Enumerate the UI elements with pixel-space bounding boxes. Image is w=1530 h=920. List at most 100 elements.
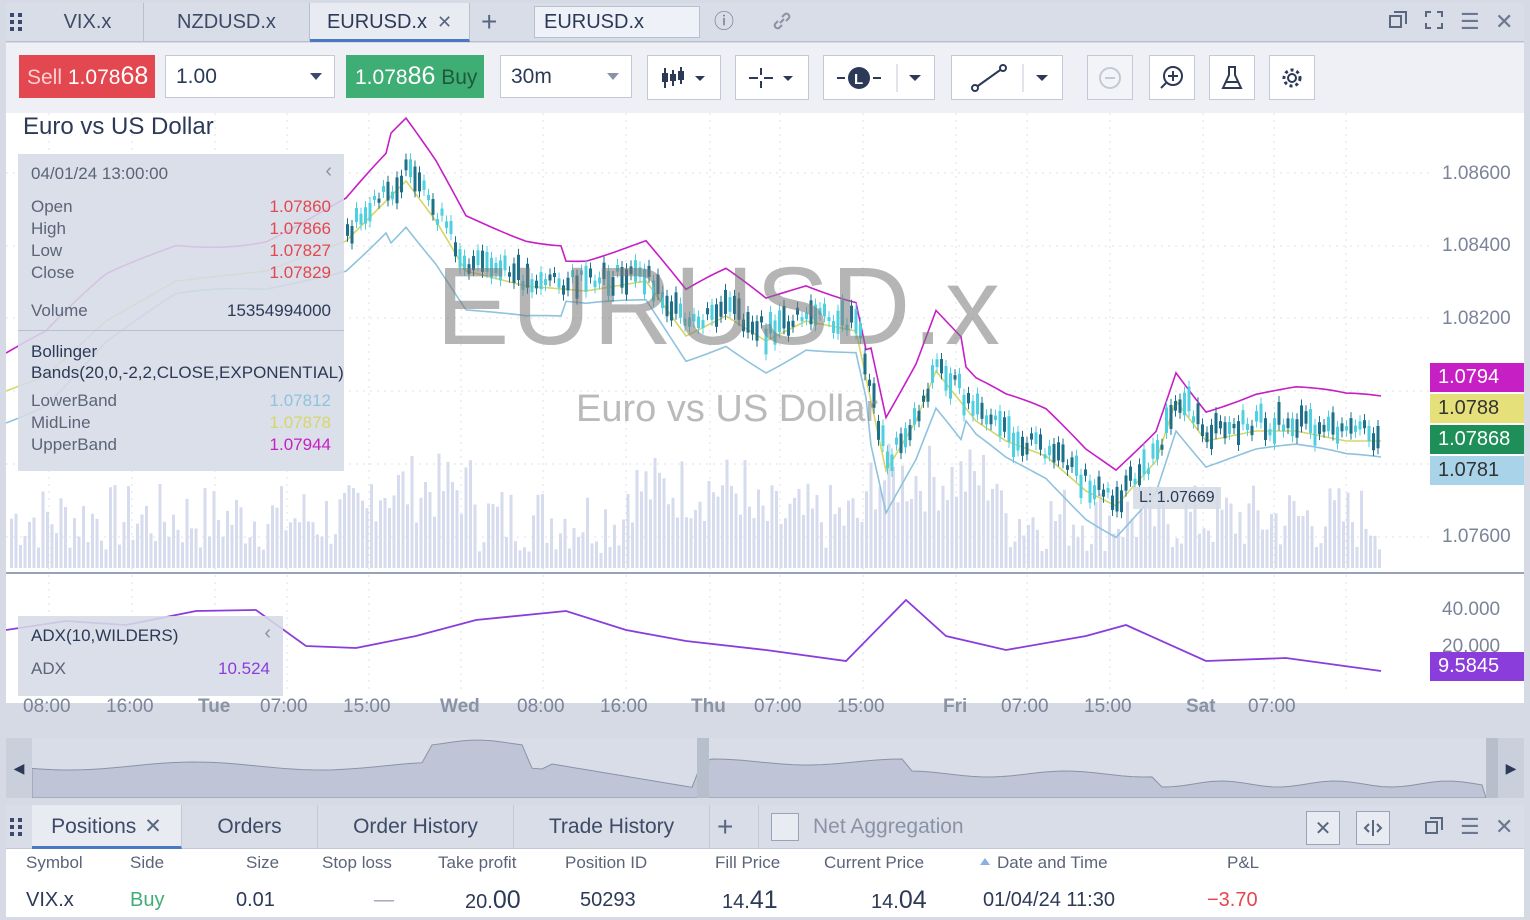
- column-header-pnl[interactable]: P&L: [1227, 853, 1260, 872]
- volume-bar: [851, 498, 855, 568]
- menu-icon[interactable]: ☰: [1460, 9, 1480, 34]
- add-tab-icon[interactable]: +: [717, 811, 734, 842]
- close-window-icon[interactable]: ✕: [1495, 9, 1514, 34]
- close-tab-icon[interactable]: ✕: [436, 12, 453, 32]
- link-icon[interactable]: [771, 10, 793, 38]
- candle-body: [679, 303, 682, 318]
- tab-positions[interactable]: Positions ✕: [32, 805, 182, 849]
- close-all-icon[interactable]: ✕: [1306, 811, 1340, 845]
- candle-body: [652, 280, 655, 302]
- volume-bar: [986, 500, 990, 568]
- volume-bar: [1297, 516, 1300, 568]
- volume-bar: [167, 536, 171, 568]
- candle-body: [1255, 410, 1258, 422]
- scroll-right-icon[interactable]: ▶: [1498, 738, 1524, 798]
- tab-eurusd[interactable]: EURUSD.x ✕: [310, 3, 470, 42]
- tab-trade-history[interactable]: Trade History: [514, 805, 710, 849]
- fill-price-pips: 41: [749, 886, 778, 914]
- net-aggregation-checkbox[interactable]: [771, 813, 799, 841]
- column-header-current-price[interactable]: Current Price: [824, 853, 925, 872]
- candle-body: [1187, 386, 1191, 412]
- column-header-date-time[interactable]: Date and Time: [997, 853, 1108, 872]
- volume-bar: [730, 486, 733, 568]
- undock-icon[interactable]: [1388, 10, 1408, 36]
- lowerband-price-tag: 1.0781: [1430, 456, 1524, 485]
- chart-canvas[interactable]: [6, 113, 1524, 703]
- volume-label: Volume: [31, 301, 88, 320]
- volume-bar: [802, 514, 805, 568]
- volume-bar: [1000, 490, 1003, 568]
- collapse-icon[interactable]: ‹: [264, 622, 271, 644]
- split-view-icon[interactable]: [1356, 811, 1390, 845]
- candle-body: [737, 298, 741, 320]
- chart-title: Euro vs US Dollar: [23, 113, 214, 140]
- candle-body: [692, 313, 696, 322]
- navigator-right-handle[interactable]: [1486, 738, 1498, 798]
- candle-body: [1237, 421, 1240, 446]
- navigator-left-handle[interactable]: [697, 738, 709, 798]
- volume-bar: [941, 485, 945, 568]
- close-panel-icon[interactable]: ✕: [1495, 814, 1514, 839]
- studies-button[interactable]: [1209, 55, 1255, 100]
- drag-handle-icon[interactable]: [10, 13, 26, 31]
- add-tab-icon[interactable]: +: [481, 6, 498, 37]
- column-header-size[interactable]: Size: [246, 853, 280, 872]
- price-line-button[interactable]: L: [823, 55, 935, 100]
- interval-dropdown[interactable]: 30m: [500, 55, 632, 98]
- volume-bar: [968, 449, 972, 568]
- drag-handle-icon[interactable]: [10, 818, 26, 836]
- volume-bar: [1153, 526, 1156, 568]
- column-header-side[interactable]: Side: [130, 853, 165, 872]
- volume-bar: [680, 461, 684, 568]
- crosshair-button[interactable]: [735, 55, 809, 100]
- candle-body: [845, 324, 849, 331]
- close-tab-icon[interactable]: ✕: [144, 815, 162, 838]
- scroll-left-icon[interactable]: ◀: [6, 738, 32, 798]
- undock-icon[interactable]: [1424, 816, 1444, 842]
- volume-bar: [1292, 500, 1296, 568]
- drawing-tool-button[interactable]: [951, 55, 1063, 100]
- candle-body: [1102, 489, 1105, 497]
- time-axis-label: 08:00: [23, 696, 71, 717]
- range-navigator[interactable]: ◀ ▶: [6, 738, 1524, 798]
- tab-vix[interactable]: VIX.x: [32, 3, 144, 42]
- price-chart[interactable]: EURUSD.x Euro vs US Dollar Euro vs US Do…: [6, 113, 1524, 717]
- cell-symbol: VIX.x: [26, 889, 74, 911]
- settings-button[interactable]: [1269, 55, 1315, 100]
- column-header-fill-price[interactable]: Fill Price: [715, 853, 781, 872]
- candle-body: [526, 263, 529, 288]
- volume-bar: [437, 453, 441, 568]
- fullscreen-icon[interactable]: [1424, 10, 1444, 36]
- tab-orders[interactable]: Orders: [182, 805, 318, 849]
- cell-stop-loss[interactable]: —: [374, 889, 394, 911]
- candle-body: [1192, 416, 1195, 423]
- buy-button[interactable]: 1.07886 Buy: [346, 55, 484, 98]
- adx-line: [6, 598, 1382, 672]
- volume-bar: [1229, 503, 1233, 568]
- collapse-icon[interactable]: ‹: [325, 160, 332, 182]
- zoom-out-icon: [1099, 66, 1121, 89]
- candle-body: [1151, 443, 1155, 459]
- zoom-in-button[interactable]: [1149, 55, 1195, 100]
- tab-nzdusd[interactable]: NZDUSD.x: [144, 3, 310, 42]
- cell-take-profit[interactable]: 20.00: [465, 887, 521, 915]
- chart-type-button[interactable]: [647, 55, 721, 100]
- sell-button[interactable]: Sell 1.07868: [19, 55, 155, 98]
- column-header-stop-loss[interactable]: Stop loss: [322, 853, 392, 872]
- column-header-position-id[interactable]: Position ID: [565, 853, 648, 872]
- info-icon[interactable]: ⓘ: [714, 11, 734, 33]
- candle-body: [710, 304, 714, 320]
- candle-body: [1003, 417, 1006, 432]
- column-header-symbol[interactable]: Symbol: [26, 853, 83, 872]
- menu-icon[interactable]: ☰: [1460, 814, 1480, 839]
- volume-bar: [1094, 502, 1098, 568]
- lowerband-label: LowerBand: [31, 391, 118, 410]
- tab-order-history[interactable]: Order History: [318, 805, 514, 849]
- candle-body: [382, 186, 385, 192]
- zoom-out-button[interactable]: [1087, 55, 1133, 100]
- symbol-input[interactable]: EURUSD.x: [534, 6, 700, 38]
- column-header-take-profit[interactable]: Take profit: [438, 853, 517, 872]
- quantity-dropdown[interactable]: 1.00: [165, 55, 335, 98]
- navigator-canvas[interactable]: [6, 738, 1524, 798]
- volume-bar: [649, 499, 652, 568]
